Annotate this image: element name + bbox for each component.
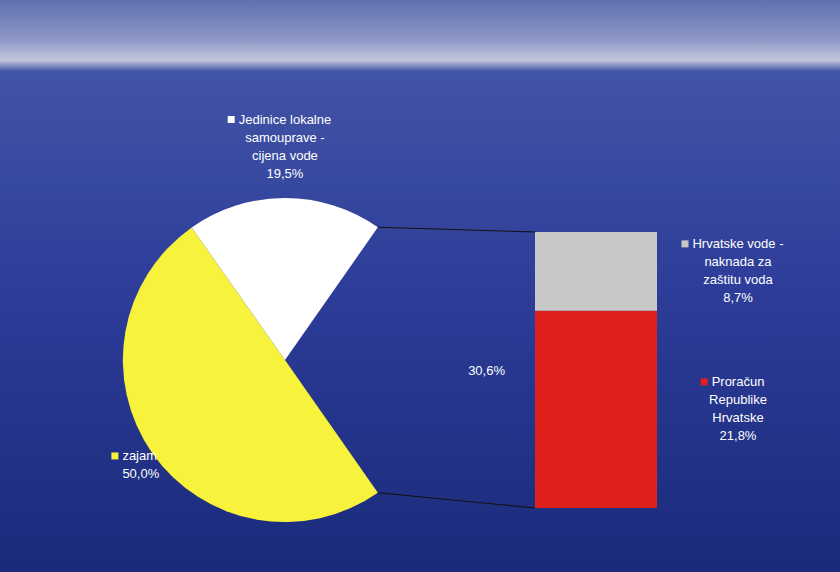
data-label: 8,7%	[723, 290, 753, 305]
slice-label: Jedinice lokalne samouprave - cijena vode	[239, 112, 332, 163]
bar-segment	[535, 311, 657, 508]
legend-swatch	[701, 378, 708, 385]
label-line: cijena vode	[252, 148, 318, 163]
label-line: Proračun	[712, 374, 765, 389]
pie-slice	[285, 227, 447, 492]
data-label: 30,6%	[468, 363, 505, 378]
labels: zajam 50,0% Jedinice lokalne samouprave - ci…	[111, 112, 783, 481]
label-line: Hrvatske vode -	[692, 236, 783, 251]
legend-swatch	[111, 452, 118, 459]
label-line: Republike	[709, 392, 767, 407]
label-line: naknada za	[704, 254, 772, 269]
data-label: 19,5%	[267, 166, 304, 181]
label-line: Hrvatske	[712, 410, 763, 425]
background	[0, 0, 840, 572]
connector	[378, 493, 535, 508]
legend-swatch	[681, 240, 688, 247]
pie	[123, 198, 447, 522]
data-label: 50,0%	[122, 466, 159, 481]
label-line: Jedinice lokalne	[239, 112, 332, 127]
pie-slice	[192, 198, 378, 360]
label-line: zajam	[122, 448, 157, 463]
bar-segment	[535, 232, 657, 311]
label-line: zaštitu voda	[703, 272, 773, 287]
data-label: 21,8%	[720, 428, 757, 443]
slice-label: Hrvatske vode - naknada za zaštitu voda	[692, 236, 783, 287]
chart: zajam 50,0% Jedinice lokalne samouprave - ci…	[0, 0, 840, 572]
slice-label: Proračun Republike Hrvatske	[709, 374, 767, 425]
connector	[378, 227, 535, 232]
bar-stack	[535, 232, 657, 508]
legend-swatch	[228, 116, 235, 123]
label-line: samouprave -	[245, 130, 324, 145]
slice-label: zajam	[122, 448, 157, 463]
